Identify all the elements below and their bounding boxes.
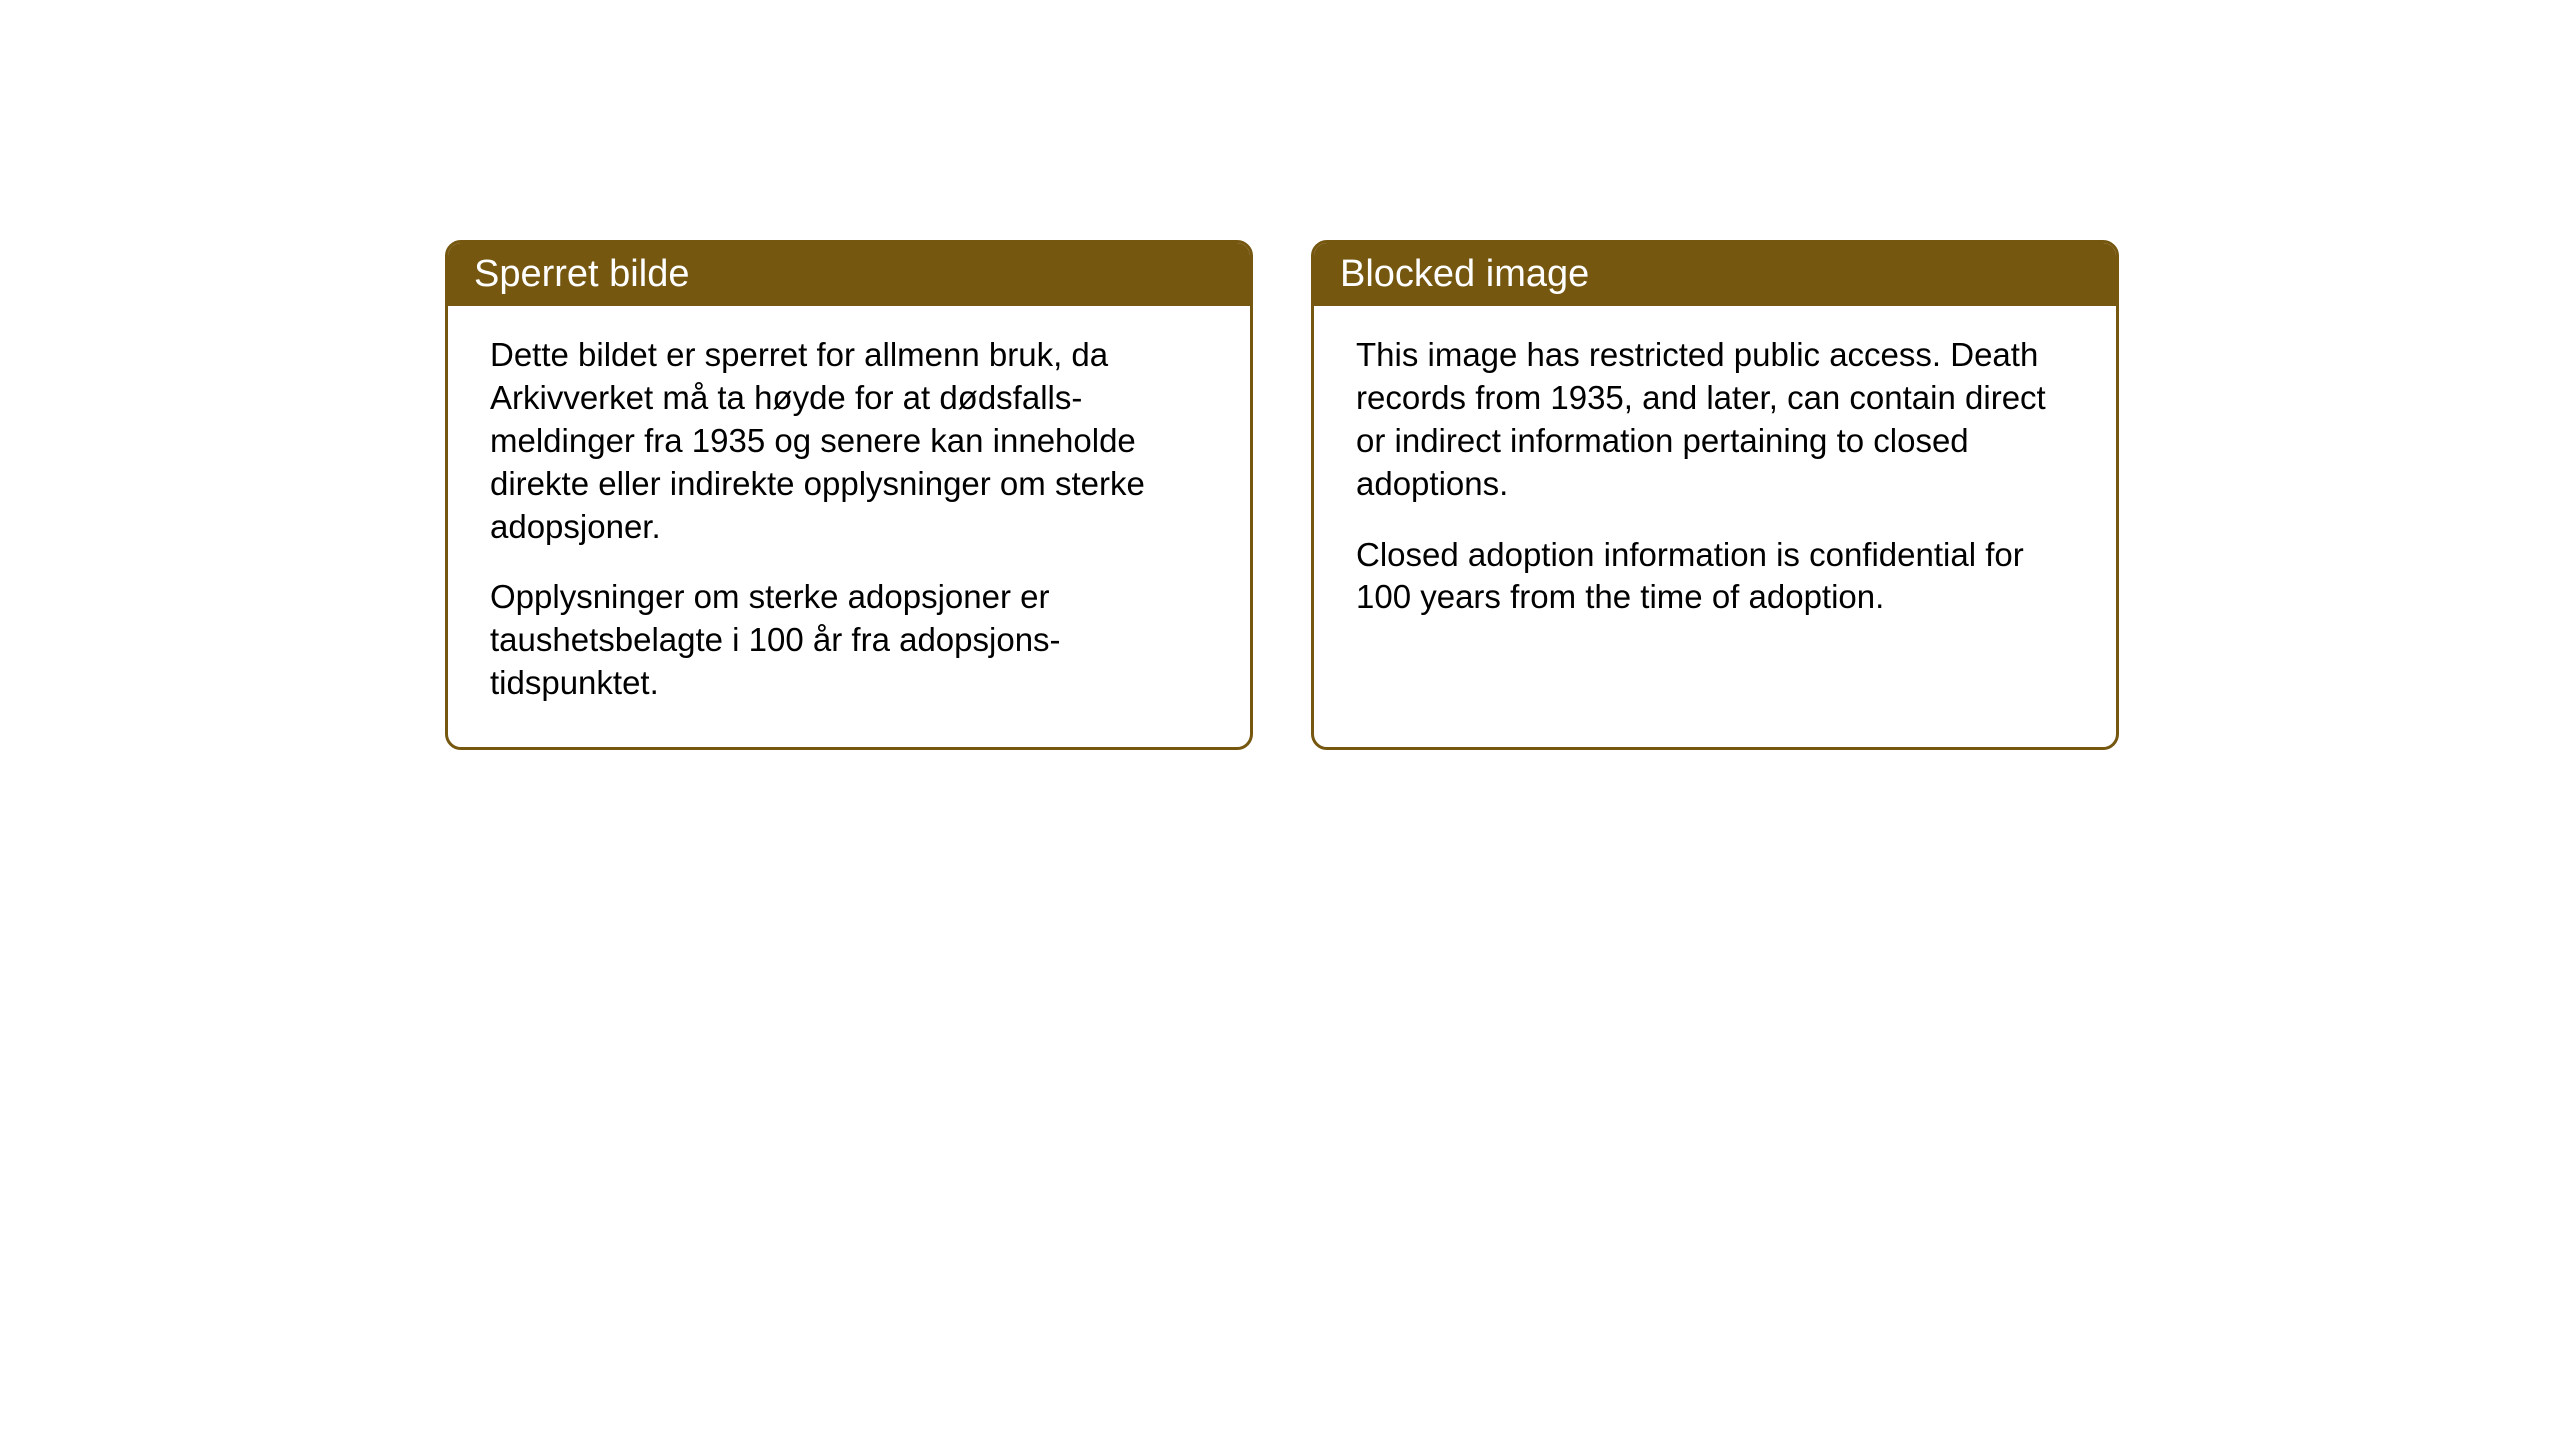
card-para1-english: This image has restricted public access.… [1356, 334, 2074, 506]
card-title-norwegian: Sperret bilde [474, 253, 689, 295]
card-title-english: Blocked image [1340, 253, 1589, 295]
cards-container: Sperret bilde Dette bildet er sperret fo… [0, 0, 2560, 750]
card-para2-norwegian: Opplysninger om sterke adopsjoner er tau… [490, 576, 1208, 705]
card-header-english: Blocked image [1314, 243, 2116, 306]
card-norwegian: Sperret bilde Dette bildet er sperret fo… [445, 240, 1253, 750]
card-english: Blocked image This image has restricted … [1311, 240, 2119, 750]
card-para1-norwegian: Dette bildet er sperret for allmenn bruk… [490, 334, 1208, 548]
card-body-norwegian: Dette bildet er sperret for allmenn bruk… [448, 306, 1250, 745]
card-header-norwegian: Sperret bilde [448, 243, 1250, 306]
card-body-english: This image has restricted public access.… [1314, 306, 2116, 659]
card-para2-english: Closed adoption information is confident… [1356, 534, 2074, 620]
